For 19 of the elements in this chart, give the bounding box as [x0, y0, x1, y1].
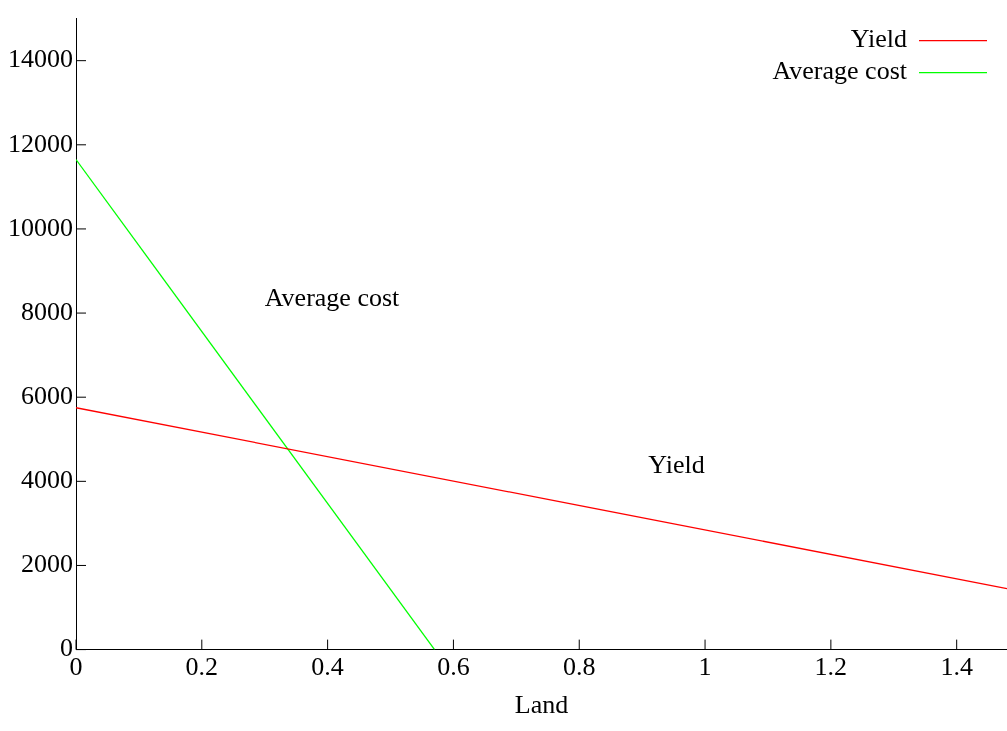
- x-tick-label: 1: [698, 652, 712, 682]
- legend-label: Yield: [850, 24, 907, 54]
- annotation: Yield: [648, 450, 705, 480]
- legend-label: Average cost: [772, 56, 908, 86]
- x-tick-label: 1.4: [940, 652, 973, 682]
- x-tick-label: 0.2: [185, 652, 219, 682]
- annotation: Average cost: [264, 283, 401, 313]
- y-tick-label: 10000: [8, 212, 73, 242]
- x-tick-label: 0.4: [311, 652, 344, 682]
- y-tick-label: 2000: [21, 549, 73, 579]
- x-axis-title: Land: [514, 690, 569, 720]
- y-tick-label: 6000: [21, 381, 73, 411]
- x-tick-label: 0.8: [562, 652, 596, 682]
- y-tick-label: 12000: [8, 128, 73, 158]
- x-tick-label: 0.6: [437, 652, 470, 682]
- y-tick-label: 8000: [21, 296, 73, 326]
- x-tick-label: 1.2: [814, 652, 848, 682]
- y-tick-label: 4000: [21, 465, 73, 495]
- y-tick-label: 14000: [8, 44, 73, 74]
